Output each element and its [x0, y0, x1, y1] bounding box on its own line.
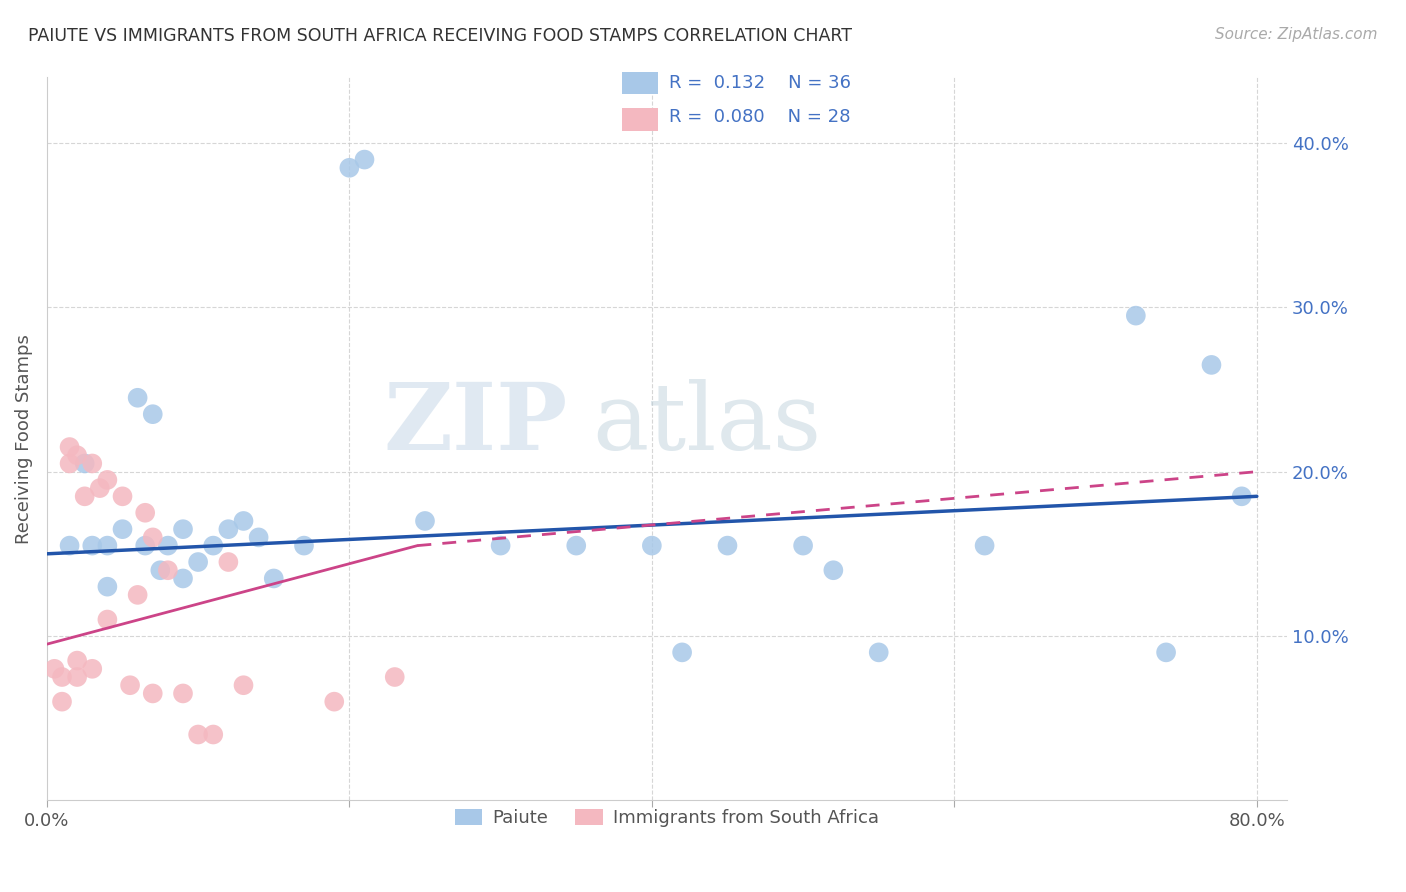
Point — [73, 489, 96, 503]
Point — [96, 613, 118, 627]
Point — [82, 457, 104, 471]
Point — [51, 670, 73, 684]
Point — [489, 539, 512, 553]
Text: ZIP: ZIP — [384, 379, 568, 469]
FancyBboxPatch shape — [621, 71, 658, 95]
Point — [641, 539, 664, 553]
Point — [142, 530, 165, 544]
Text: atlas: atlas — [592, 379, 823, 469]
Point — [217, 555, 239, 569]
Text: Source: ZipAtlas.com: Source: ZipAtlas.com — [1215, 27, 1378, 42]
Point — [96, 473, 118, 487]
Point — [671, 645, 693, 659]
Point — [232, 514, 254, 528]
Point — [73, 457, 96, 471]
Point — [172, 686, 194, 700]
Point — [1201, 358, 1223, 372]
Point — [565, 539, 588, 553]
Point — [156, 563, 179, 577]
Point — [111, 522, 134, 536]
Point — [127, 588, 149, 602]
Point — [1154, 645, 1177, 659]
Point — [823, 563, 845, 577]
Point — [120, 678, 142, 692]
Point — [66, 448, 89, 462]
Legend: Paiute, Immigrants from South Africa: Paiute, Immigrants from South Africa — [447, 802, 887, 835]
Point — [156, 539, 179, 553]
Point — [973, 539, 995, 553]
Point — [792, 539, 814, 553]
Point — [217, 522, 239, 536]
Point — [66, 654, 89, 668]
Point — [1230, 489, 1253, 503]
Point — [66, 670, 89, 684]
Point — [247, 530, 270, 544]
Point — [172, 571, 194, 585]
Point — [111, 489, 134, 503]
Point — [337, 161, 360, 175]
Point — [142, 407, 165, 421]
Point — [172, 522, 194, 536]
Point — [96, 539, 118, 553]
Text: PAIUTE VS IMMIGRANTS FROM SOUTH AFRICA RECEIVING FOOD STAMPS CORRELATION CHART: PAIUTE VS IMMIGRANTS FROM SOUTH AFRICA R… — [28, 27, 852, 45]
Point — [384, 670, 406, 684]
Point — [142, 686, 165, 700]
Point — [149, 563, 172, 577]
Point — [716, 539, 738, 553]
Text: R =  0.080    N = 28: R = 0.080 N = 28 — [669, 108, 851, 126]
Point — [58, 457, 80, 471]
Point — [134, 506, 156, 520]
Point — [263, 571, 285, 585]
Point — [82, 539, 104, 553]
Point — [353, 153, 375, 167]
Point — [202, 727, 225, 741]
Point — [413, 514, 436, 528]
Point — [187, 555, 209, 569]
Point — [134, 539, 156, 553]
Point — [127, 391, 149, 405]
Point — [58, 440, 80, 454]
Y-axis label: Receiving Food Stamps: Receiving Food Stamps — [15, 334, 32, 544]
Point — [89, 481, 111, 495]
Point — [51, 695, 73, 709]
Point — [292, 539, 315, 553]
Point — [187, 727, 209, 741]
Point — [868, 645, 890, 659]
Point — [1125, 309, 1147, 323]
FancyBboxPatch shape — [621, 108, 658, 130]
Point — [202, 539, 225, 553]
Point — [44, 662, 66, 676]
Point — [58, 539, 80, 553]
Point — [323, 695, 346, 709]
Point — [232, 678, 254, 692]
Point — [96, 580, 118, 594]
Text: R =  0.132    N = 36: R = 0.132 N = 36 — [669, 74, 851, 92]
Point — [82, 662, 104, 676]
